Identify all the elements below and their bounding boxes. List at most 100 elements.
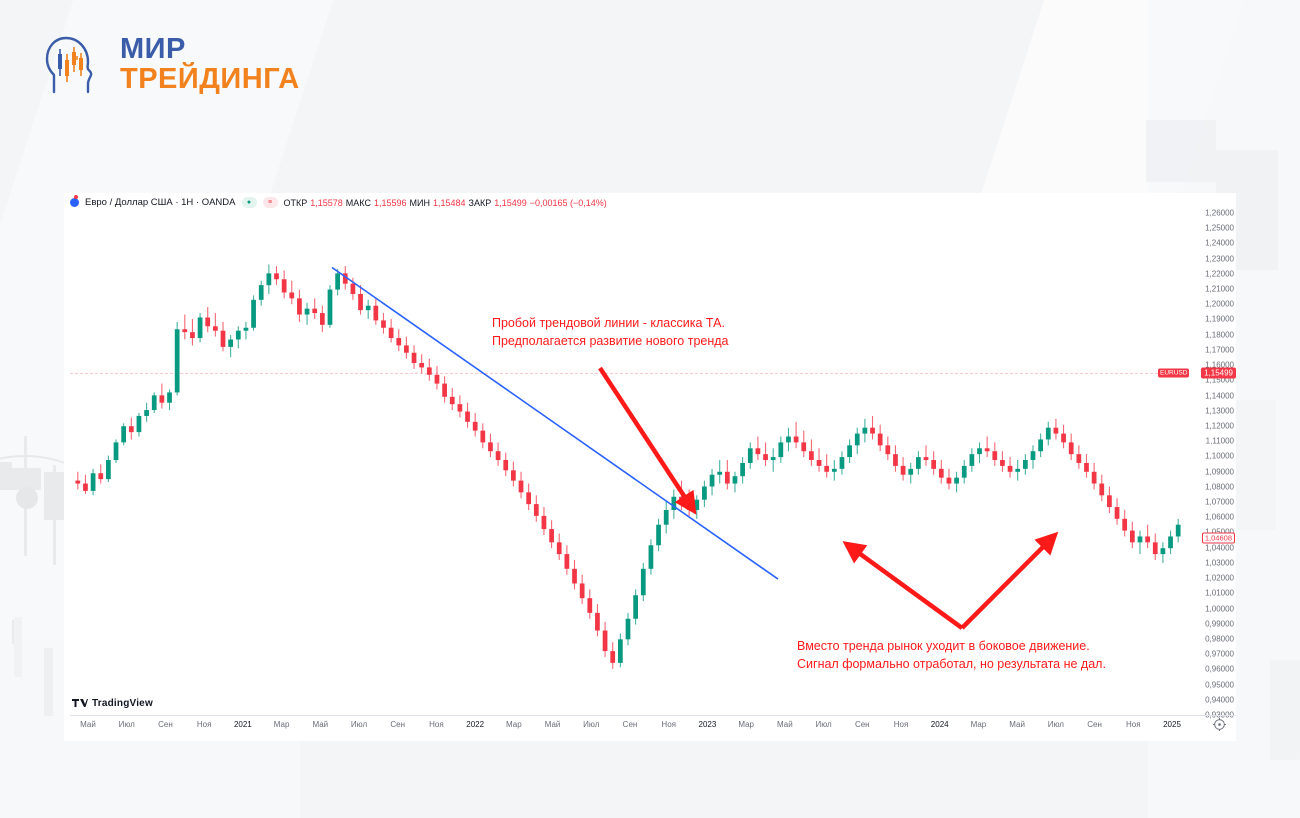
tradingview-watermark: TradingView bbox=[72, 698, 153, 709]
price-tick-label: 1,07000 bbox=[1205, 497, 1234, 507]
time-tick-label: Май bbox=[80, 720, 96, 729]
price-tick-label: 1,26000 bbox=[1205, 208, 1234, 218]
chart-header: Евро / Доллар США · 1H · OANDA ● ≡ ОТКР 1… bbox=[70, 195, 607, 208]
price-tick-label: 1,19000 bbox=[1205, 314, 1234, 324]
price-tick-label: 1,17000 bbox=[1205, 345, 1234, 355]
price-tick-label: 1,15000 bbox=[1205, 375, 1234, 385]
price-tick-label: 1,02000 bbox=[1205, 573, 1234, 583]
time-tick-label: Июл bbox=[350, 720, 368, 729]
time-tick-label: Июл bbox=[1047, 720, 1064, 729]
symbol-price-tag[interactable]: EURUSD bbox=[1158, 368, 1190, 378]
time-tick-label: Июл bbox=[583, 720, 600, 729]
price-tick-label: 0,94000 bbox=[1205, 695, 1234, 705]
time-tick-label: Ноя bbox=[661, 720, 676, 729]
annotation-sideways-market: Вместо тренда рынок уходит в боковое дви… bbox=[797, 637, 1106, 673]
price-axis[interactable]: 1,26000 1,25000 1,24000 1,23000 1,22000 1,210… bbox=[1158, 207, 1236, 720]
ohlc-close-label: ЗАКР bbox=[468, 197, 492, 208]
time-tick-label: 2025 bbox=[1163, 720, 1181, 729]
brand-line-1: МИР bbox=[120, 33, 186, 66]
time-tick-label: 2022 bbox=[466, 720, 485, 729]
time-tick-label: Сен bbox=[390, 720, 406, 729]
price-tick-label: 1,03000 bbox=[1205, 558, 1234, 568]
ohlc-low-label: МИН bbox=[409, 197, 430, 208]
time-tick-label: Сен bbox=[622, 720, 638, 729]
price-tick-label: 1,22000 bbox=[1205, 269, 1234, 279]
time-tick-label: Май bbox=[777, 720, 793, 729]
annotation-trendline-break: Пробой трендовой линии - классика ТА. Пр… bbox=[492, 314, 729, 350]
price-tick-label: 1,13000 bbox=[1205, 406, 1234, 416]
time-tick-label: Ноя bbox=[429, 720, 444, 729]
time-tick-label: Ноя bbox=[196, 720, 212, 729]
price-tick-label: 1,18000 bbox=[1205, 330, 1234, 340]
brand-line-2: ТРЕЙДИНГА bbox=[120, 63, 300, 95]
price-tick-label: 1,00000 bbox=[1205, 604, 1234, 613]
price-tick-label: 0,99000 bbox=[1205, 619, 1234, 629]
bg-candle-h bbox=[1236, 400, 1276, 530]
price-tick-label: 1,08000 bbox=[1205, 482, 1234, 492]
ohlc-values: ОТКР 1,15578 МАКС 1,15596 МИН 1,15484 ЗАКР 1… bbox=[284, 198, 607, 208]
time-tick-label: 2021 bbox=[233, 720, 252, 729]
settings-toggle-button[interactable]: ≡ bbox=[262, 197, 278, 208]
time-tick-label: 2024 bbox=[930, 720, 949, 729]
bg-candle-e bbox=[44, 648, 53, 716]
time-tick-label: Сен bbox=[158, 720, 173, 729]
chart-plot-area[interactable] bbox=[70, 213, 1186, 708]
time-tick-label: Май bbox=[1009, 720, 1025, 729]
time-axis[interactable]: Май Июл Сен Ноя 2021 Мар Май Июл Сен Ноя 2022 Мар Ма… bbox=[70, 715, 1236, 738]
ohlc-open-value: 1,15578 bbox=[310, 197, 343, 208]
visibility-toggle-button[interactable]: ● bbox=[241, 197, 257, 208]
time-tick-label: Мар bbox=[738, 720, 754, 729]
last-price-badge[interactable]: 1,15499 bbox=[1201, 367, 1236, 379]
time-tick-label: Май bbox=[544, 720, 561, 729]
candlestick-svg bbox=[70, 264, 1186, 669]
ohlc-low-value: 1,15484 bbox=[432, 197, 466, 208]
bg-wick-c bbox=[12, 620, 15, 644]
time-tick-label: 2023 bbox=[698, 720, 717, 729]
tradingview-logo-icon bbox=[72, 698, 88, 707]
annotation-1-line-1: Пробой трендовой линии - классика ТА. bbox=[492, 316, 725, 330]
price-tick-label: 1,12000 bbox=[1205, 421, 1234, 431]
price-tick-label: 1,23000 bbox=[1205, 254, 1234, 264]
price-tick-label: 1,24000 bbox=[1205, 238, 1234, 248]
ohlc-high-label: МАКС bbox=[345, 197, 371, 208]
price-tick-label: 0,96000 bbox=[1205, 664, 1234, 674]
ohlc-high-value: 1,15596 bbox=[373, 197, 407, 208]
bg-candle-i bbox=[1270, 660, 1300, 760]
price-tick-label: 1,21000 bbox=[1205, 284, 1234, 294]
price-tick-label: 1,20000 bbox=[1205, 299, 1234, 309]
secondary-price-badge[interactable]: 1,04608 bbox=[1201, 532, 1235, 544]
price-tick-label: 1,10000 bbox=[1205, 451, 1234, 461]
time-tick-label: Ноя bbox=[1126, 720, 1141, 729]
ohlc-open-label: ОТКР bbox=[283, 197, 308, 208]
price-tick-label: 0,97000 bbox=[1205, 649, 1234, 659]
time-tick-label: Сен bbox=[1087, 720, 1102, 729]
crosshair-target-icon[interactable] bbox=[1213, 718, 1226, 731]
annotation-2-line-1: Вместо тренда рынок уходит в боковое дви… bbox=[797, 639, 1090, 653]
symbol-title: Евро / Доллар США · 1H · OANDA bbox=[85, 197, 236, 208]
tradingview-label: TradingView bbox=[92, 698, 153, 709]
price-tick-label: 0,98000 bbox=[1205, 634, 1234, 644]
price-tick-label: 1,05000 bbox=[1205, 528, 1234, 537]
time-tick-label: Июл bbox=[815, 720, 832, 729]
time-tick-label: Мар bbox=[506, 720, 522, 729]
time-tick-label: Мар bbox=[273, 720, 290, 729]
brand-logo: МИР ТРЕЙДИНГА bbox=[44, 34, 300, 96]
time-tick-label: Ноя bbox=[893, 720, 909, 729]
head-candlestick-icon bbox=[44, 34, 106, 96]
time-tick-label: Май bbox=[312, 720, 329, 729]
price-tick-label: 1,09000 bbox=[1205, 467, 1234, 477]
bg-candle-d bbox=[14, 617, 22, 677]
symbol-logo-icon bbox=[70, 195, 79, 207]
price-tick-label: 0,95000 bbox=[1205, 680, 1234, 690]
annotation-2-line-2: Сигнал формально отработал, но результат… bbox=[797, 657, 1106, 672]
price-tick-label: 1,16000 bbox=[1205, 360, 1234, 370]
time-tick-label: Мар bbox=[970, 720, 987, 729]
annotation-1-line-2: Предполагается развитие нового тренда bbox=[492, 334, 729, 349]
ohlc-close-value: 1,15499 bbox=[494, 197, 527, 208]
price-tick-label: 1,04000 bbox=[1205, 543, 1234, 553]
price-tick-label: 1,25000 bbox=[1205, 223, 1234, 233]
price-tick-label: 1,06000 bbox=[1205, 512, 1234, 522]
bg-block-1 bbox=[1146, 120, 1216, 182]
ohlc-change: −0,00165 (−0,14%) bbox=[529, 197, 607, 208]
price-tick-label: 1,11000 bbox=[1205, 436, 1234, 446]
